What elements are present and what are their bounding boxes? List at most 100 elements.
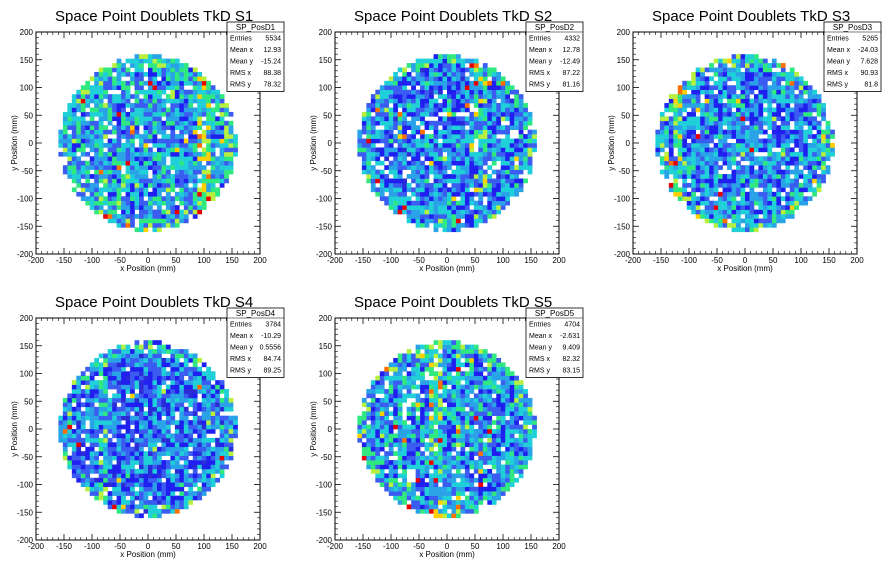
stats-value: 88.38 <box>263 70 281 77</box>
heatmap-bin <box>771 218 777 224</box>
heatmap-bin <box>794 191 800 197</box>
heatmap-bin <box>134 147 140 153</box>
heatmap-bin <box>192 76 198 82</box>
heatmap-bin <box>709 63 714 68</box>
heatmap-bin <box>165 384 171 390</box>
heatmap-bin <box>686 174 692 179</box>
heatmap-bin <box>433 71 439 77</box>
heatmap-bin <box>736 125 741 130</box>
heatmap-bin <box>125 420 131 425</box>
heatmap-bin <box>121 357 126 363</box>
heatmap-bin <box>139 227 144 233</box>
heatmap-bin <box>170 491 176 496</box>
heatmap-bin <box>496 187 502 193</box>
heatmap-bin <box>370 98 376 104</box>
heatmap-bin <box>165 495 171 501</box>
heatmap-bin <box>397 143 403 148</box>
heatmap-bin <box>143 227 149 233</box>
heatmap-bin <box>143 451 149 456</box>
heatmap-bin <box>210 116 216 122</box>
heatmap-bin <box>745 63 750 68</box>
heatmap-bin <box>478 103 484 108</box>
heatmap-bin <box>455 80 461 86</box>
heatmap-bin <box>429 80 434 86</box>
heatmap-bin <box>224 120 229 126</box>
heatmap-bin <box>107 191 113 197</box>
heatmap-bin <box>183 63 189 68</box>
heatmap-bin <box>143 357 149 363</box>
heatmap-bin <box>121 89 126 95</box>
heatmap-bin <box>85 89 91 95</box>
heatmap-bin <box>700 111 705 117</box>
heatmap-bin <box>174 191 180 197</box>
heatmap-bin <box>170 174 176 179</box>
heatmap-bin <box>179 71 185 77</box>
heatmap-bin <box>771 165 777 170</box>
heatmap-bin <box>745 85 750 91</box>
heatmap-bin <box>125 500 131 505</box>
heatmap-bin <box>201 375 207 381</box>
heatmap-bin <box>152 169 158 175</box>
heatmap-bin <box>224 134 229 139</box>
heatmap-bin <box>197 120 203 126</box>
heatmap-bin <box>514 116 519 122</box>
heatmap-bin <box>767 218 773 224</box>
heatmap-bin <box>402 76 407 82</box>
heatmap-bin <box>785 143 791 148</box>
heatmap-bin <box>89 406 95 412</box>
heatmap-bin <box>94 482 100 488</box>
heatmap-bin <box>429 63 434 68</box>
heatmap-bin <box>210 371 216 377</box>
heatmap-bin <box>201 442 207 448</box>
heatmap-bin <box>384 94 390 99</box>
heatmap-bin <box>148 384 153 390</box>
heatmap-bin <box>94 200 100 206</box>
heatmap-bin <box>107 67 113 73</box>
heatmap-bin <box>496 120 502 126</box>
heatmap-bin <box>762 160 768 166</box>
heatmap-bin <box>762 214 768 219</box>
heatmap-bin <box>722 160 728 166</box>
heatmap-bin <box>201 80 207 86</box>
heatmap-bin <box>67 151 73 157</box>
heatmap-bin <box>393 85 399 91</box>
heatmap-bin <box>188 187 194 193</box>
heatmap-bin <box>161 437 167 443</box>
heatmap-bin <box>691 200 697 206</box>
heatmap-bin <box>188 120 194 126</box>
heatmap-bin <box>165 477 171 483</box>
heatmap-bin <box>469 116 475 122</box>
heatmap-bin <box>695 151 701 157</box>
heatmap-bin <box>206 196 212 202</box>
heatmap-bin <box>183 473 189 479</box>
heatmap-bin <box>130 495 135 501</box>
heatmap-bin <box>165 375 171 381</box>
heatmap-bin <box>713 178 719 184</box>
heatmap-bin <box>758 147 764 153</box>
heatmap-bin <box>776 138 782 144</box>
heatmap-bin <box>165 415 171 421</box>
heatmap-bin <box>762 191 768 197</box>
heatmap-bin <box>125 67 131 73</box>
heatmap-bin <box>780 143 786 148</box>
heatmap-bin <box>85 446 91 452</box>
heatmap-bin <box>170 482 176 488</box>
heatmap-bin <box>197 196 203 202</box>
heatmap-bin <box>473 200 479 206</box>
heatmap-bin <box>134 495 140 501</box>
heatmap-bin <box>107 397 113 403</box>
heatmap-bin <box>709 89 714 95</box>
heatmap-bin <box>121 371 126 377</box>
heatmap-bin <box>482 76 488 82</box>
heatmap-bin <box>668 147 674 153</box>
heatmap-bin <box>803 165 809 170</box>
heatmap-bin <box>709 214 714 219</box>
heatmap-bin <box>514 169 519 175</box>
heatmap-bin <box>139 380 144 385</box>
heatmap-bin <box>197 200 203 206</box>
heatmap-bin <box>148 138 153 144</box>
heatmap-bin <box>139 344 144 350</box>
heatmap-bin <box>165 218 171 224</box>
heatmap-bin <box>695 94 701 99</box>
heatmap-bin <box>767 205 773 210</box>
